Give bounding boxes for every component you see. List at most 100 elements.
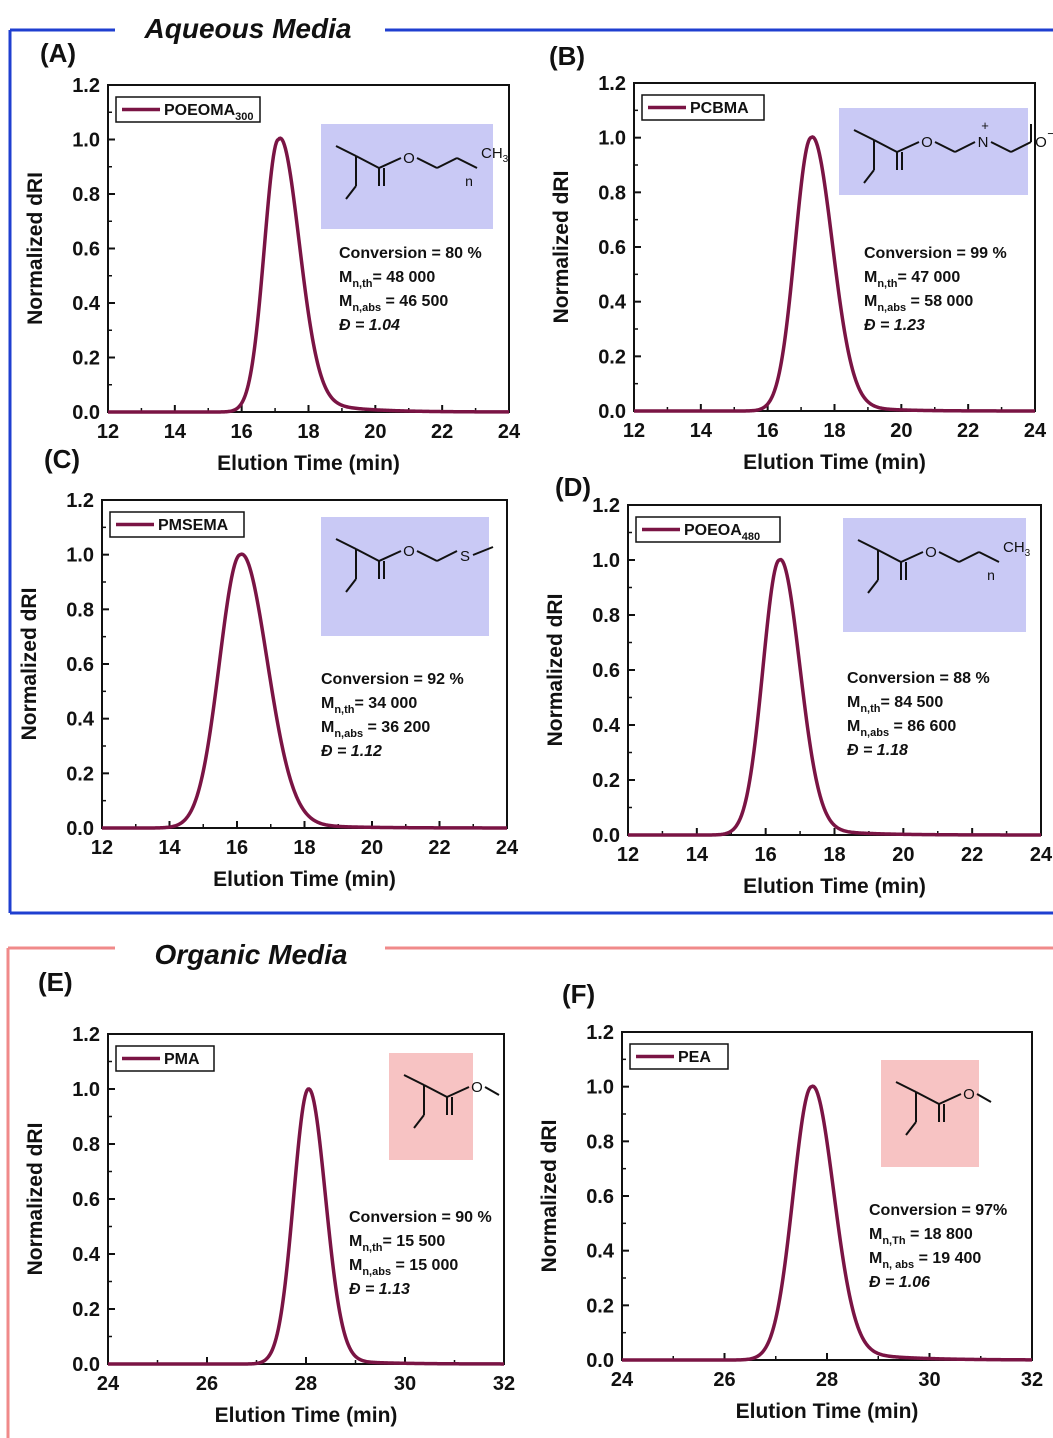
backbone-bond <box>413 1114 425 1129</box>
annotation-line: Đ = 1.04 <box>339 317 400 334</box>
backbone-bond <box>895 1081 917 1093</box>
ester-bond <box>378 157 402 169</box>
y-tick-label: 1.2 <box>72 75 100 97</box>
annotation-subscript: n,abs <box>860 727 889 739</box>
annotation-value: = 97% <box>957 1202 1007 1219</box>
x-axis-label: Elution Time (min) <box>743 451 926 474</box>
carbonyl-bond <box>915 1091 940 1105</box>
y-tick-label: 0.4 <box>66 709 95 731</box>
legend-box <box>109 511 245 538</box>
annotation-label: M <box>869 1250 882 1267</box>
y-axis-label: Normalized dRI <box>24 172 47 325</box>
y-tick-label: 0.4 <box>72 1244 101 1266</box>
x-tick-label: 18 <box>823 844 845 866</box>
annotation-line: Đ = 1.12 <box>321 743 382 760</box>
legend-series-name: PCBMA <box>690 100 749 117</box>
annotation-subscript: n,Th <box>882 1235 905 1247</box>
ester-bond <box>446 1086 470 1098</box>
x-tick-label: 18 <box>293 837 315 859</box>
panel-label: (D) <box>555 472 591 502</box>
y-tick-label: 0.8 <box>592 605 620 627</box>
x-tick-label: 14 <box>158 837 181 859</box>
backbone-bond <box>857 539 879 551</box>
annotation-line: Conversion = 99 % <box>864 245 1007 262</box>
annotation-value: = 36 200 <box>363 719 430 736</box>
annotation-value: = 86 600 <box>889 718 956 735</box>
annotation-value: = 15 500 <box>383 1233 446 1250</box>
legend-label: PMA <box>164 1051 200 1068</box>
y-tick-label: 1.2 <box>66 490 94 512</box>
annotation-value: = 58 000 <box>906 293 973 310</box>
structure-background <box>839 108 1028 195</box>
y-axis-label: Normalized dRI <box>24 1123 47 1276</box>
x-tick-label: 30 <box>918 1369 940 1391</box>
legend-label: PEA <box>678 1049 711 1066</box>
x-tick-label: 12 <box>623 420 645 442</box>
annotation-value: = 47 000 <box>898 269 961 286</box>
y-tick-label: 0.0 <box>592 825 620 847</box>
x-tick-label: 14 <box>690 420 713 442</box>
pendant-bond <box>472 546 494 556</box>
annotation-label: Conversion <box>869 1202 957 1219</box>
panel-label: (F) <box>562 979 595 1009</box>
pendant-bond <box>938 551 960 563</box>
annotation-value: = 99 % <box>952 245 1007 262</box>
y-tick-label: 0.6 <box>72 1189 100 1211</box>
annotation-label: Conversion <box>847 670 935 687</box>
x-tick-label: 24 <box>611 1369 634 1391</box>
annotation-label: M <box>339 269 352 286</box>
annotation-line: Đ = 1.13 <box>349 1281 410 1298</box>
annotation-label: M <box>321 695 334 712</box>
backbone-bond <box>853 129 875 141</box>
panel-label: (E) <box>38 967 73 997</box>
y-tick-label: 0.8 <box>72 1134 100 1156</box>
annotation-subscript: n,abs <box>352 302 381 314</box>
end-group-text: CH <box>1003 539 1025 556</box>
x-tick-label: 24 <box>498 421 521 443</box>
end-group-subscript: 3 <box>1025 548 1031 559</box>
ester-oxygen: O <box>921 134 933 151</box>
backbone-bond <box>863 169 875 184</box>
y-tick-label: 1.0 <box>66 545 94 567</box>
chart-panel-2: (B) 0.0 0.2 0.4 0.6 0.8 1.0 1.2 12 14 16 18 20 22 24 El… <box>549 41 1053 474</box>
x-tick-label: 32 <box>493 1373 515 1395</box>
y-tick-label: 0.4 <box>598 292 627 314</box>
x-tick-label: 26 <box>196 1373 218 1395</box>
pendant-bond <box>958 551 980 563</box>
annotation-line: Mn,abs = 15 000 <box>349 1257 458 1278</box>
negative-charge: − <box>1047 126 1053 141</box>
x-tick-label: 12 <box>617 844 639 866</box>
x-tick-label: 16 <box>755 844 777 866</box>
carbonyl-bond <box>355 155 380 169</box>
chart-panel-1: (A) 0.0 0.2 0.4 0.6 0.8 1.0 1.2 12 14 16 18 20 22 24 El… <box>24 38 521 475</box>
structure-background <box>321 517 489 636</box>
y-tick-label: 0.4 <box>586 1241 615 1263</box>
x-axis-label: Elution Time (min) <box>217 452 400 475</box>
annotation-subscript: n, abs <box>882 1259 914 1271</box>
annotation-label: Đ <box>864 317 876 334</box>
annotation-line: Mn, abs = 19 400 <box>869 1250 981 1271</box>
carboxylate-oxygen: O <box>1035 134 1047 151</box>
ester-oxygen: O <box>925 544 937 561</box>
annotation-value: = 48 000 <box>373 269 436 286</box>
structure-inset: O CH3 n <box>321 124 509 229</box>
annotation-value: = 1.13 <box>361 1281 410 1298</box>
structure-inset: O N+O− <box>839 108 1053 195</box>
panel-label: (C) <box>44 444 80 474</box>
y-tick-label: 1.0 <box>72 1079 100 1101</box>
sulfur-atom: S <box>460 548 470 565</box>
annotation-line: Mn,th= 47 000 <box>864 269 960 290</box>
x-tick-label: 14 <box>686 844 709 866</box>
annotation-value: = 1.06 <box>881 1274 930 1291</box>
annotation-value: = 34 000 <box>355 695 418 712</box>
pendant-bond <box>954 141 976 153</box>
y-tick-label: 0.8 <box>586 1131 614 1153</box>
annotation-value: = 80 % <box>427 245 482 262</box>
nitrogen-atom: N <box>978 134 989 151</box>
ester-bond <box>938 1093 962 1105</box>
annotation-line: Conversion = 90 % <box>349 1209 492 1226</box>
chart-panel-6: (F) 0.0 0.2 0.4 0.6 0.8 1.0 1.2 24 26 28 30 32 Elutio… <box>538 979 1043 1423</box>
x-tick-label: 24 <box>97 1373 120 1395</box>
